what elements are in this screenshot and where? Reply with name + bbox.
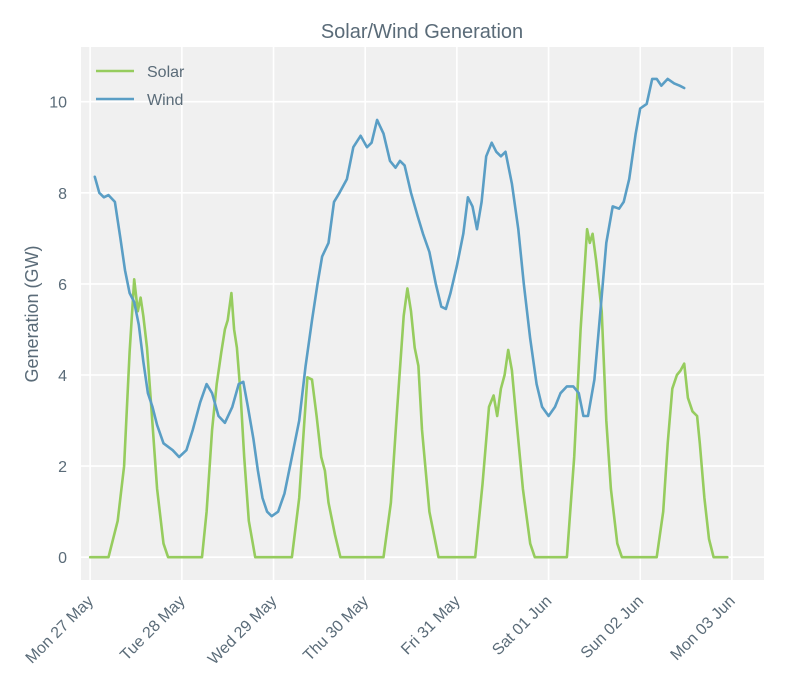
y-tick-label: 8 [58, 186, 67, 203]
plot-background [81, 47, 764, 580]
x-tick-label: Mon 03 Jun [668, 593, 739, 664]
y-tick-label: 10 [49, 95, 67, 112]
legend-label-wind: Wind [147, 92, 183, 109]
chart-title: Solar/Wind Generation [321, 21, 523, 43]
y-tick-label: 0 [58, 550, 67, 567]
series-layer [88, 77, 729, 559]
y-axis-label: Generation (GW) [22, 245, 42, 382]
x-tick-label: Tue 28 May [117, 593, 188, 664]
y-tick-label: 2 [58, 459, 67, 476]
grid [81, 47, 764, 580]
x-tick-label: Thu 30 May [300, 593, 372, 665]
y-tick-label: 6 [58, 277, 67, 294]
legend: Solar Wind [96, 64, 185, 109]
series-line-wind [93, 77, 686, 518]
series-line-solar [88, 227, 729, 559]
y-tick-label: 4 [58, 368, 67, 385]
x-tick-label: Fri 31 May [398, 593, 463, 658]
legend-label-solar: Solar [147, 64, 185, 81]
x-tick-label: Mon 27 May [23, 593, 97, 667]
x-tick-label: Wed 29 May [205, 593, 280, 668]
x-tick-label: Sun 02 Jun [578, 593, 647, 662]
x-tick-label: Sat 01 Jun [489, 593, 555, 659]
